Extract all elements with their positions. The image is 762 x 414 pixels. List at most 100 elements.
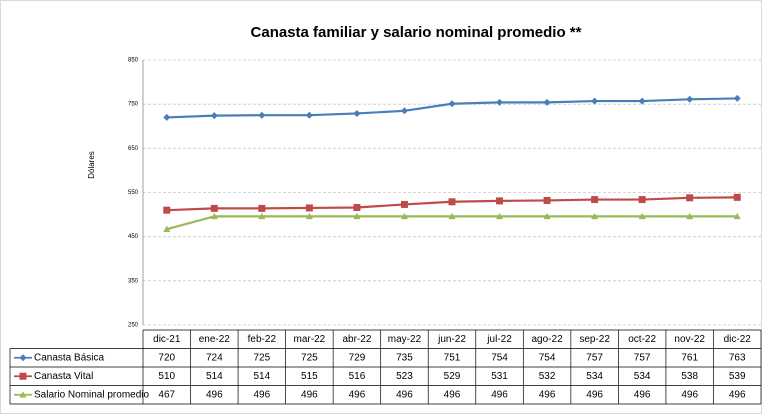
marker [448, 212, 456, 220]
table-value: 514 [254, 371, 271, 382]
table-value: 496 [729, 389, 746, 400]
x-tick-label: mar-22 [294, 334, 326, 345]
x-tick-label: nov-22 [674, 334, 705, 345]
table-value: 496 [444, 389, 461, 400]
marker [686, 95, 694, 103]
table-value: 496 [206, 389, 223, 400]
x-tick-label: oct-22 [628, 334, 656, 345]
marker [400, 212, 408, 220]
table-value: 761 [681, 352, 698, 363]
table-value: 523 [396, 371, 413, 382]
table-value: 496 [586, 389, 603, 400]
marker [163, 206, 171, 214]
table-value: 496 [396, 389, 413, 400]
marker [543, 212, 551, 220]
y-tick-label: 750 [128, 102, 139, 108]
marker [163, 225, 171, 232]
marker [638, 196, 646, 204]
marker [163, 113, 171, 121]
marker [210, 112, 218, 120]
marker [19, 354, 27, 362]
marker [448, 100, 456, 108]
x-tick-label: may-22 [388, 334, 422, 345]
marker [591, 212, 599, 220]
table-value: 496 [491, 389, 508, 400]
y-axis-label: Dólares [87, 151, 96, 179]
marker [210, 204, 218, 212]
table-value: 510 [158, 371, 175, 382]
table-value: 538 [681, 371, 698, 382]
marker [305, 204, 313, 212]
x-tick-label: ago-22 [532, 334, 564, 345]
marker [19, 391, 27, 398]
table-value: 496 [254, 389, 271, 400]
marker [733, 193, 741, 201]
legend-label: Salario Nominal promedio [34, 389, 149, 400]
chart-title: Canasta familiar y salario nominal prome… [251, 24, 582, 41]
table-value: 724 [206, 352, 223, 363]
marker [638, 212, 646, 220]
table-value: 751 [444, 352, 461, 363]
table-value: 496 [301, 389, 318, 400]
table-value: 467 [158, 389, 175, 400]
marker [543, 196, 551, 204]
x-tick-label: ene-22 [199, 334, 231, 345]
marker [210, 212, 218, 220]
marker [305, 212, 313, 220]
y-tick-label: 450 [128, 234, 139, 240]
table-value: 531 [491, 371, 508, 382]
table-value: 496 [681, 389, 698, 400]
marker [733, 94, 741, 102]
x-tick-label: jun-22 [437, 334, 466, 345]
table-value: 757 [586, 352, 603, 363]
table-value: 757 [634, 352, 651, 363]
marker [496, 212, 504, 220]
marker [591, 196, 599, 204]
table-value: 496 [349, 389, 366, 400]
table-value: 496 [539, 389, 556, 400]
y-tick-label: 650 [128, 146, 139, 152]
marker [258, 212, 266, 220]
x-tick-label: sep-22 [579, 334, 610, 345]
table-value: 725 [301, 352, 318, 363]
table-value: 539 [729, 371, 746, 382]
x-tick-label: dic-21 [153, 334, 181, 345]
table-value: 529 [444, 371, 461, 382]
table-value: 763 [729, 352, 746, 363]
marker [448, 198, 456, 206]
x-tick-label: abr-22 [342, 334, 371, 345]
table-value: 735 [396, 352, 413, 363]
x-tick-label: feb-22 [248, 334, 277, 345]
x-tick-label: dic-22 [724, 334, 752, 345]
marker [496, 197, 504, 205]
marker [638, 97, 646, 105]
table-value: 515 [301, 371, 318, 382]
marker [686, 194, 694, 202]
marker [353, 204, 361, 212]
marker [258, 111, 266, 119]
table-value: 496 [634, 389, 651, 400]
legend-label: Canasta Vital [34, 371, 93, 382]
marker [686, 212, 694, 220]
table-value: 754 [539, 352, 556, 363]
table-value: 516 [349, 371, 366, 382]
marker [353, 109, 361, 117]
marker [400, 200, 408, 208]
y-tick-label: 850 [128, 58, 139, 64]
table-value: 754 [491, 352, 508, 363]
legend-label: Canasta Básica [34, 352, 104, 363]
table-value: 534 [586, 371, 603, 382]
marker [543, 98, 551, 106]
marker [19, 372, 27, 380]
table-value: 514 [206, 371, 223, 382]
marker [400, 107, 408, 115]
y-tick-label: 250 [128, 323, 139, 329]
table-value: 725 [254, 352, 271, 363]
table-value: 720 [158, 352, 175, 363]
marker [353, 212, 361, 220]
y-tick-label: 350 [128, 278, 139, 284]
y-tick-label: 550 [128, 190, 139, 196]
x-tick-label: jul-22 [486, 334, 512, 345]
marker [496, 98, 504, 106]
